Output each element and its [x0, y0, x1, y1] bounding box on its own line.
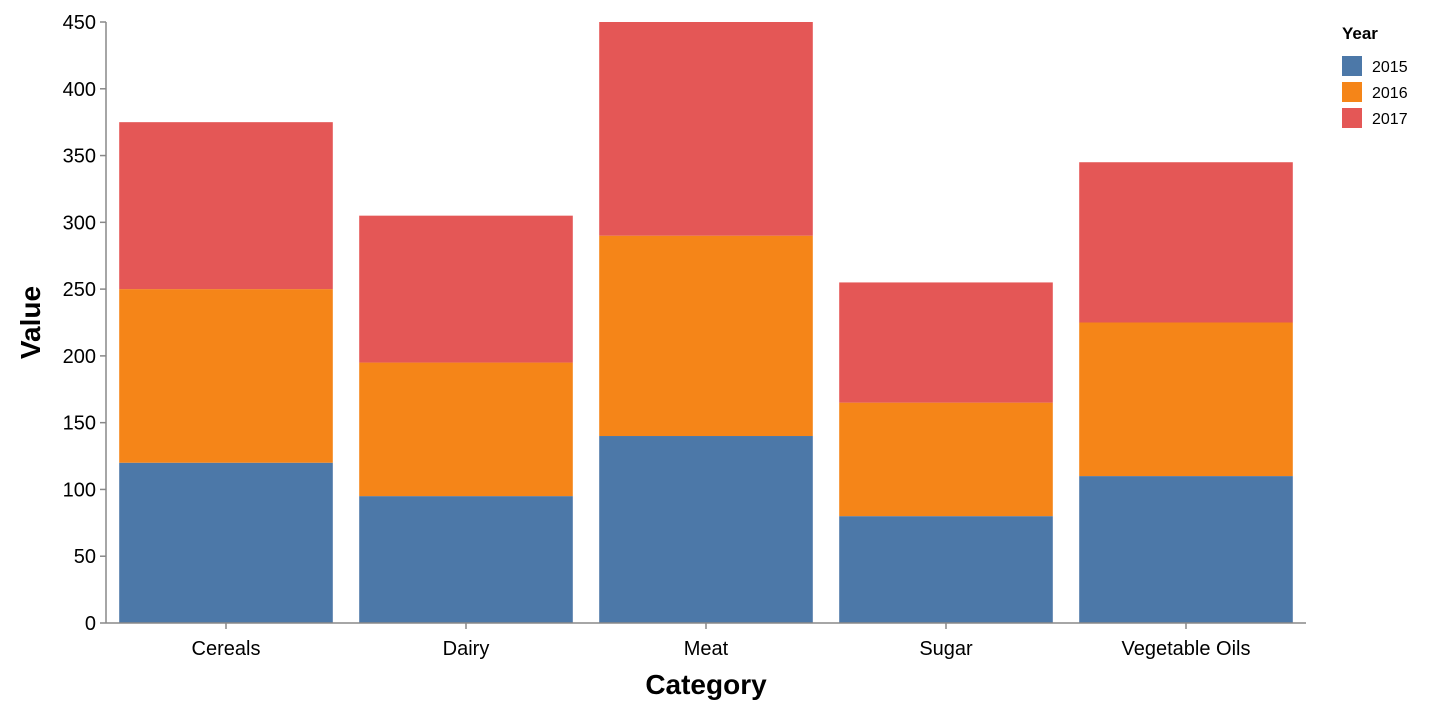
- bar-sugar-2015: [839, 516, 1053, 623]
- bar-vegetable-oils-2017: [1079, 162, 1293, 323]
- y-axis: 0 50 100 150 200 250 300 350 400 450: [63, 12, 107, 635]
- bars-layer: [119, 22, 1293, 623]
- y-tick-label: 400: [63, 79, 96, 101]
- bar-dairy-2016: [359, 362, 573, 497]
- bar-dairy-2017: [359, 215, 573, 363]
- bar-sugar-2017: [839, 282, 1053, 403]
- x-tick-label: Sugar: [919, 638, 973, 660]
- bar-cereals-2017: [119, 122, 333, 290]
- legend-swatch-2015: [1342, 56, 1362, 76]
- legend: Year 2015 2016 2017: [1342, 24, 1408, 128]
- y-tick-label: 0: [85, 613, 96, 635]
- y-axis-title: Value: [15, 286, 46, 359]
- legend-title: Year: [1342, 24, 1378, 43]
- y-tick-label: 350: [63, 146, 96, 168]
- bar-vegetable-oils-2016: [1079, 322, 1293, 477]
- x-tick-label: Vegetable Oils: [1122, 638, 1251, 660]
- y-tick-label: 300: [63, 212, 96, 234]
- y-tick-label: 150: [63, 413, 96, 435]
- bar-dairy-2015: [359, 496, 573, 623]
- x-axis-title: Category: [645, 669, 767, 700]
- legend-label-2015: 2015: [1372, 59, 1408, 76]
- bar-cereals-2016: [119, 289, 333, 463]
- x-tick-label: Dairy: [443, 638, 490, 660]
- y-tick-label: 50: [74, 546, 96, 568]
- legend-swatch-2016: [1342, 82, 1362, 102]
- legend-swatch-2017: [1342, 108, 1362, 128]
- bar-meat-2016: [599, 235, 813, 437]
- legend-label-2017: 2017: [1372, 111, 1408, 128]
- bar-meat-2017: [599, 22, 813, 236]
- y-tick-label: 100: [63, 479, 96, 501]
- legend-label-2016: 2016: [1372, 85, 1408, 102]
- bar-vegetable-oils-2015: [1079, 476, 1293, 623]
- y-tick-label: 200: [63, 346, 96, 368]
- y-tick-label: 250: [63, 279, 96, 301]
- bar-meat-2015: [599, 436, 813, 623]
- bar-sugar-2016: [839, 402, 1053, 517]
- x-tick-label: Meat: [684, 638, 729, 660]
- x-tick-label: Cereals: [192, 638, 261, 660]
- x-axis: Cereals Dairy Meat Sugar Vegetable Oils: [106, 622, 1306, 660]
- bar-cereals-2015: [119, 462, 333, 623]
- y-tick-label: 450: [63, 12, 96, 34]
